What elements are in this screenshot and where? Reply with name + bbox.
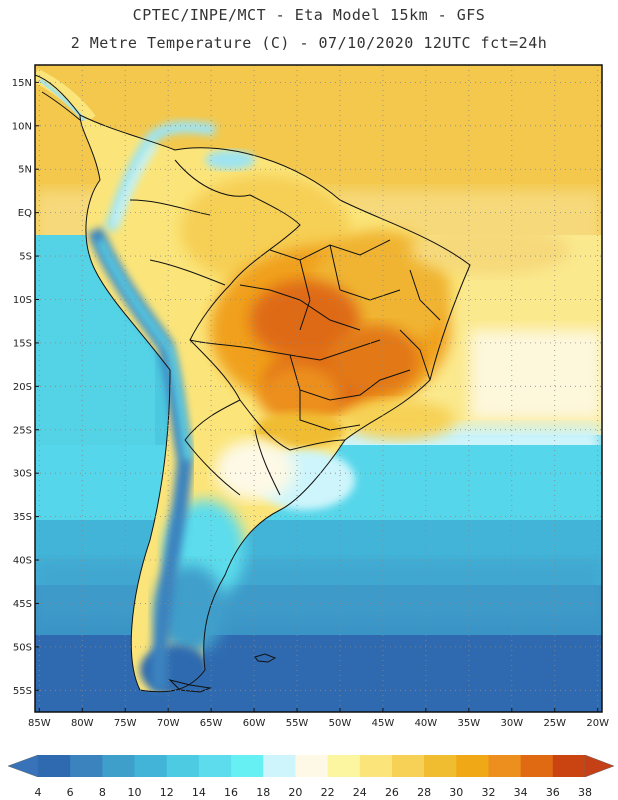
colorbar-swatch: [359, 755, 393, 777]
lon-label: 40W: [415, 718, 438, 729]
lon-label: 70W: [157, 718, 180, 729]
lon-label: 25W: [543, 718, 566, 729]
title-line-1: CPTEC/INPE/MCT - Eta Model 15km - GFS: [132, 6, 486, 24]
lon-label: 30W: [500, 718, 523, 729]
colorbar-label: 4: [35, 786, 42, 799]
lon-label: 20W: [586, 718, 609, 729]
colorbar-underflow-arrow: [7, 754, 39, 778]
title-line-2: 2 Metre Temperature (C) - 07/10/2020 12U…: [70, 34, 548, 52]
colorbar-label: 38: [578, 786, 592, 799]
lat-label: 10N: [12, 121, 32, 132]
lat-label: 45S: [13, 599, 32, 610]
map-frame: [34, 64, 603, 713]
lat-label: 55S: [13, 686, 32, 697]
colorbar-swatch: [391, 755, 425, 777]
longitude-labels: 85W 80W 75W 70W 65W 60W 55W 50W 45W 40W 35W 30W 25W 2…: [28, 708, 609, 729]
lon-label: 65W: [200, 718, 223, 729]
colorbar-swatch: [231, 755, 264, 777]
colorbar-swatch: [102, 755, 136, 777]
lat-label: 50S: [13, 642, 32, 653]
lat-label: 5S: [19, 252, 32, 263]
colorbar-label: 12: [160, 786, 174, 799]
colorbar-label: 8: [99, 786, 106, 799]
lat-label: 20S: [13, 382, 32, 393]
lat-label: 15S: [13, 338, 32, 349]
colorbar-label: 32: [481, 786, 495, 799]
lon-label: 45W: [372, 718, 395, 729]
lat-label: 30S: [13, 469, 32, 480]
lon-label: 60W: [243, 718, 266, 729]
colorbar-swatch: [520, 755, 554, 777]
colorbar-swatch: [327, 755, 361, 777]
colorbar-swatch: [456, 755, 489, 777]
lon-label: 85W: [28, 718, 51, 729]
colorbar-label: 18: [256, 786, 270, 799]
colorbar-swatch: [424, 755, 457, 777]
lon-label: 75W: [114, 718, 137, 729]
lat-label: 35S: [13, 512, 32, 523]
lat-label: 15N: [12, 78, 32, 89]
coastlines-and-borders: [35, 74, 471, 693]
colorbar-overflow-arrow: [584, 754, 615, 778]
colorbar-swatch: [488, 755, 522, 777]
colorbar-label: 16: [224, 786, 238, 799]
colorbar-swatch: [295, 755, 329, 777]
colorbar-label: 20: [288, 786, 302, 799]
latitude-labels: 15N 10N 5N EQ 5S 10S 15S 20S 25S 30S 35S 40S 45S 50S 5…: [12, 78, 39, 697]
colorbar-swatch: [134, 755, 168, 777]
colorbar-label: 34: [514, 786, 528, 799]
colorbar-swatch: [263, 755, 296, 777]
colorbar-label: 6: [67, 786, 74, 799]
lat-label: EQ: [18, 208, 32, 219]
colorbar-swatch: [198, 755, 232, 777]
colorbar-swatch: [70, 755, 103, 777]
lon-label: 35W: [458, 718, 481, 729]
colorbar-swatch: [38, 755, 71, 777]
colorbar-label: 10: [128, 786, 142, 799]
colorbar-label: 26: [385, 786, 399, 799]
lon-label: 80W: [71, 718, 94, 729]
lat-label: 25S: [13, 425, 32, 436]
colorbar-label: 36: [546, 786, 560, 799]
colorbar-label: 28: [417, 786, 431, 799]
temperature-field: [35, 65, 602, 712]
colorbar-label: 22: [321, 786, 335, 799]
lon-label: 55W: [286, 718, 309, 729]
colorbar-label: 24: [353, 786, 367, 799]
colorbar: 4 6 8 10 12 14 16 18 20 22 24 26 28 30 32 34 36 38: [7, 754, 615, 799]
lat-label: 5N: [18, 165, 32, 176]
colorbar-swatch: [552, 755, 586, 777]
colorbar-label: 14: [192, 786, 206, 799]
lon-label: 50W: [329, 718, 352, 729]
colorbar-swatch: [166, 755, 200, 777]
colorbar-label: 30: [449, 786, 463, 799]
lat-label: 10S: [13, 295, 32, 306]
lat-label: 40S: [13, 556, 32, 567]
